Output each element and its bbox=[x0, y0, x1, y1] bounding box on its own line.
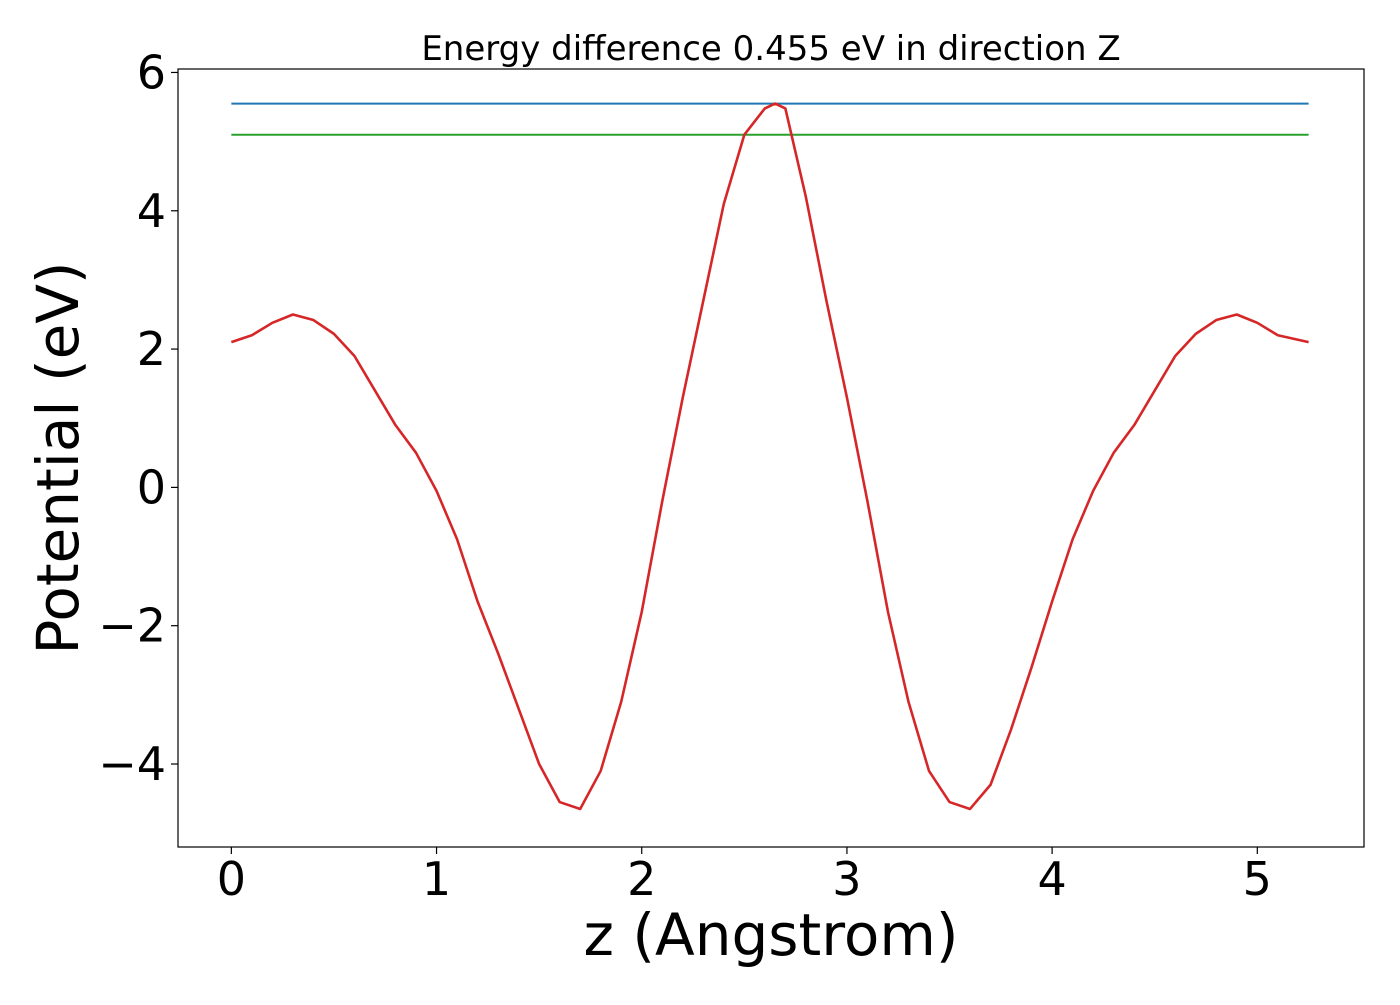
plot-area-frame bbox=[177, 68, 1365, 848]
x-tick-label: 0 bbox=[217, 852, 246, 906]
x-tick-label: 3 bbox=[832, 852, 861, 906]
y-tick-label: 6 bbox=[137, 45, 166, 99]
chart-title: Energy difference 0.455 eV in direction … bbox=[421, 29, 1120, 69]
y-tick-label: 2 bbox=[137, 322, 166, 376]
series-line-3 bbox=[230, 102, 1309, 811]
x-axis-label: z (Angstrom) bbox=[584, 901, 959, 969]
x-tick-label: 2 bbox=[627, 852, 656, 906]
y-axis-ticks: −4 −2 0 2 4 6 bbox=[98, 45, 178, 791]
x-tick-label: 4 bbox=[1037, 852, 1066, 906]
y-axis-label: Potential (eV) bbox=[24, 261, 92, 654]
y-tick-label: −2 bbox=[98, 599, 166, 653]
y-tick-label: −4 bbox=[98, 737, 166, 791]
x-tick-label: 1 bbox=[422, 852, 451, 906]
series-layer bbox=[230, 102, 1309, 811]
y-tick-label: 4 bbox=[137, 184, 166, 238]
x-axis-ticks: 0 1 2 3 4 5 bbox=[217, 847, 1272, 906]
x-tick-label: 5 bbox=[1243, 852, 1272, 906]
y-tick-label: 0 bbox=[137, 460, 166, 514]
